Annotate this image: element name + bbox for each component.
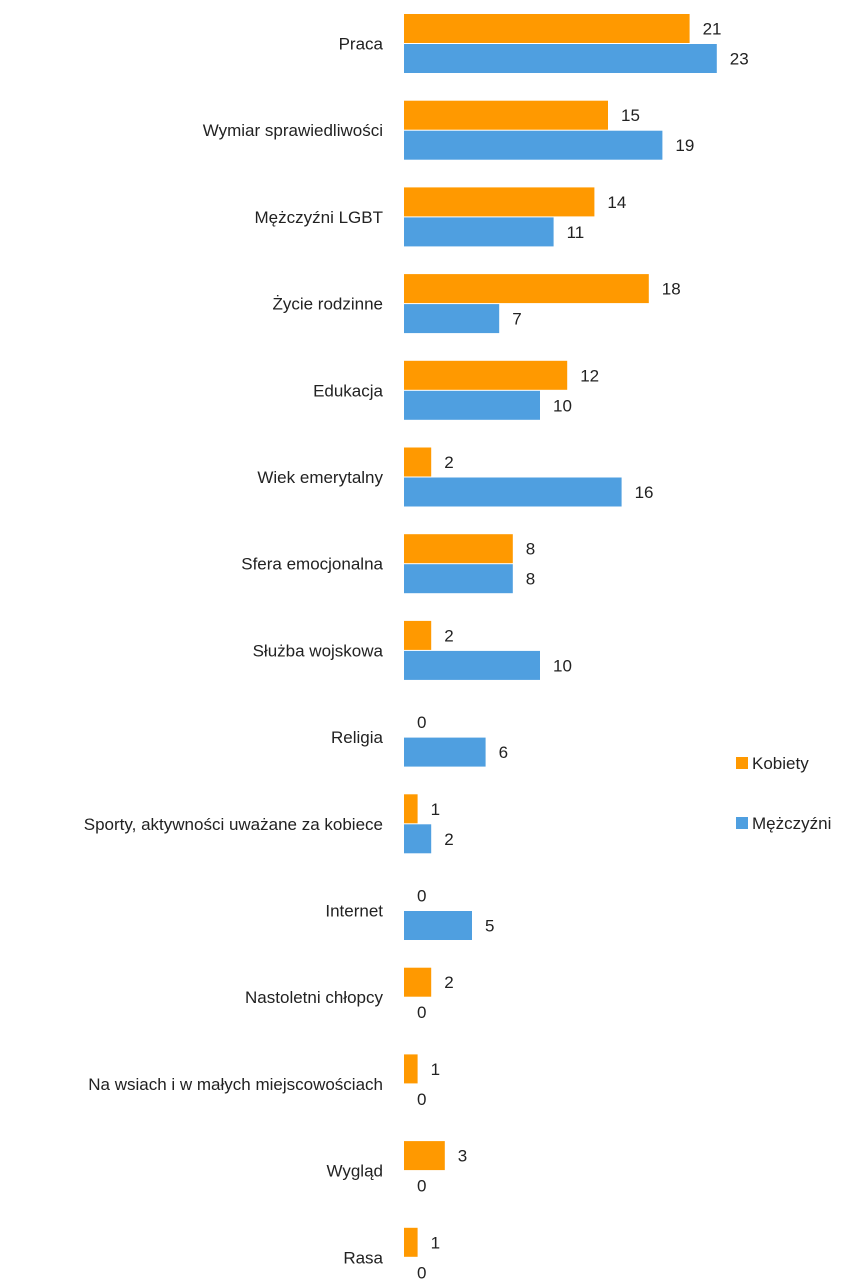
value-label-kobiety-sfera-emocjonalna: 8	[526, 540, 535, 559]
category-label-sfera-emocjonalna: Sfera emocjonalna	[241, 555, 383, 574]
value-label-mezczyzni-religia: 6	[499, 743, 508, 762]
value-label-mezczyzni-s-uzba-wojskowa: 10	[553, 656, 572, 675]
bar-kobiety-s-uzba-wojskowa	[404, 620, 432, 650]
value-label-mezczyzni-zycie-rodzinne: 7	[512, 310, 521, 329]
value-label-mezczyzni-internet: 5	[485, 917, 494, 936]
category-label-wymiar-sprawiedliwosci: Wymiar sprawiedliwości	[203, 121, 383, 140]
bar-mezczyzni-wymiar-sprawiedliwosci	[404, 130, 663, 160]
bar-kobiety-praca	[404, 14, 690, 43]
bar-kobiety-nastoletni-ch-opcy	[404, 967, 432, 997]
value-label-mezczyzni-sporty-aktywnosci-uwazane-za-kobiece: 2	[444, 830, 453, 849]
category-label-religia: Religia	[331, 728, 384, 747]
value-label-kobiety-wiek-emerytalny: 2	[444, 453, 453, 472]
value-label-kobiety-zycie-rodzinne: 18	[662, 280, 681, 299]
value-label-kobiety-wyglad: 3	[458, 1147, 467, 1166]
bars	[404, 14, 717, 1257]
category-label-rasa: Rasa	[343, 1248, 383, 1267]
category-label-internet: Internet	[325, 902, 383, 921]
category-label-wiek-emerytalny: Wiek emerytalny	[257, 468, 383, 487]
bar-mezczyzni-praca	[404, 44, 717, 73]
bar-kobiety-zycie-rodzinne	[404, 274, 649, 304]
bar-kobiety-sporty-aktywnosci-uwazane-za-kobiece	[404, 794, 418, 824]
value-label-kobiety-mezczyzni-lgbt: 14	[607, 193, 626, 212]
value-label-mezczyzni-rasa: 0	[417, 1263, 426, 1282]
value-label-mezczyzni-sfera-emocjonalna: 8	[526, 570, 535, 589]
category-label-zycie-rodzinne: Życie rodzinne	[272, 295, 383, 314]
category-label-nastoletni-ch-opcy: Nastoletni chłopcy	[245, 988, 383, 1007]
value-label-kobiety-na-wsiach-i-w-ma-ych-miejscowosciach: 1	[431, 1060, 440, 1079]
value-label-kobiety-internet: 0	[417, 887, 426, 906]
value-label-kobiety-praca: 21	[703, 20, 722, 39]
bar-mezczyzni-edukacja	[404, 390, 540, 420]
bar-kobiety-wyglad	[404, 1141, 445, 1171]
value-label-mezczyzni-na-wsiach-i-w-ma-ych-miejscowosciach: 0	[417, 1090, 426, 1109]
bar-kobiety-edukacja	[404, 360, 568, 390]
value-label-mezczyzni-wyglad: 0	[417, 1177, 426, 1196]
value-label-mezczyzni-wiek-emerytalny: 16	[635, 483, 654, 502]
category-label-praca: Praca	[339, 35, 384, 54]
bar-kobiety-wiek-emerytalny	[404, 447, 432, 477]
bar-mezczyzni-religia	[404, 737, 486, 767]
value-label-mezczyzni-mezczyzni-lgbt: 11	[567, 223, 585, 242]
category-label-na-wsiach-i-w-ma-ych-miejscowosciach: Na wsiach i w małych miejscowościach	[88, 1075, 383, 1094]
category-label-wyglad: Wygląd	[326, 1162, 383, 1181]
bar-kobiety-na-wsiach-i-w-ma-ych-miejscowosciach	[404, 1054, 418, 1084]
category-label-sporty-aktywnosci-uwazane-za-kobiece: Sporty, aktywności uważane za kobiece	[84, 815, 383, 834]
value-label-kobiety-religia: 0	[417, 713, 426, 732]
bar-mezczyzni-sfera-emocjonalna	[404, 564, 513, 594]
value-label-mezczyzni-wymiar-sprawiedliwosci: 19	[675, 136, 694, 155]
bar-mezczyzni-zycie-rodzinne	[404, 304, 500, 334]
value-label-kobiety-wymiar-sprawiedliwosci: 15	[621, 106, 640, 125]
legend-label-kobiety: Kobiety	[752, 754, 809, 773]
legend-swatch-mezczyzni	[736, 817, 748, 829]
bar-kobiety-wymiar-sprawiedliwosci	[404, 100, 608, 130]
bar-kobiety-rasa	[404, 1227, 418, 1257]
value-label-kobiety-sporty-aktywnosci-uwazane-za-kobiece: 1	[431, 800, 440, 819]
value-label-kobiety-s-uzba-wojskowa: 2	[444, 626, 453, 645]
bar-mezczyzni-sporty-aktywnosci-uwazane-za-kobiece	[404, 824, 432, 854]
category-labels: Praca Wymiar sprawiedliwości Mężczyźni LGB…	[84, 35, 384, 1268]
value-label-mezczyzni-nastoletni-ch-opcy: 0	[417, 1003, 426, 1022]
legend: Kobiety Mężczyźni	[736, 754, 831, 833]
value-label-kobiety-rasa: 1	[431, 1233, 440, 1252]
value-label-kobiety-edukacja: 12	[580, 366, 599, 385]
bar-mezczyzni-internet	[404, 911, 472, 940]
bar-mezczyzni-mezczyzni-lgbt	[404, 217, 554, 247]
value-label-mezczyzni-edukacja: 10	[553, 396, 572, 415]
bar-mezczyzni-s-uzba-wojskowa	[404, 650, 540, 680]
legend-label-mezczyzni: Mężczyźni	[752, 814, 831, 833]
legend-swatch-kobiety	[736, 757, 748, 769]
category-label-edukacja: Edukacja	[313, 381, 383, 400]
bar-kobiety-sfera-emocjonalna	[404, 534, 513, 564]
bar-mezczyzni-wiek-emerytalny	[404, 477, 622, 507]
bar-kobiety-mezczyzni-lgbt	[404, 187, 595, 217]
category-label-s-uzba-wojskowa: Służba wojskowa	[253, 641, 384, 660]
value-label-mezczyzni-praca: 23	[730, 50, 749, 69]
value-label-kobiety-nastoletni-ch-opcy: 2	[444, 973, 453, 992]
category-label-mezczyzni-lgbt: Mężczyźni LGBT	[255, 208, 383, 227]
value-labels: 2123151914111871210216882100612052010301…	[417, 20, 749, 1283]
